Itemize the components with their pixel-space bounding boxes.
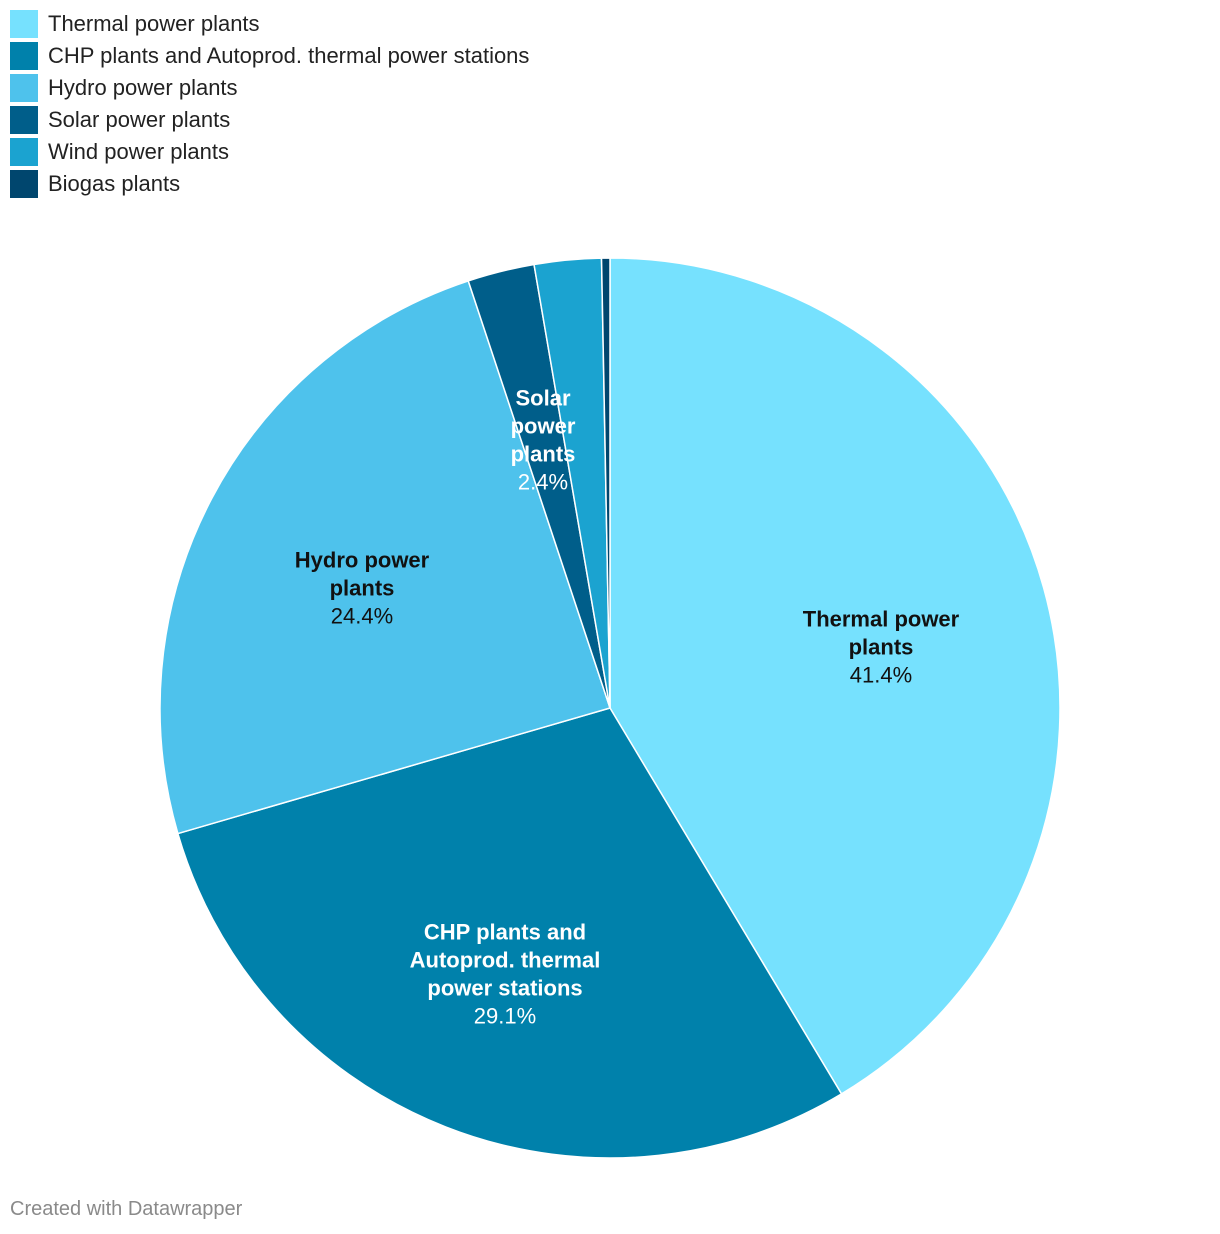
slice-name-label: plants bbox=[330, 576, 395, 601]
legend: Thermal power plants CHP plants and Auto… bbox=[10, 8, 529, 200]
pie-slice-2 bbox=[177, 707, 843, 1159]
pie-slices bbox=[159, 257, 1061, 1159]
legend-swatch bbox=[10, 106, 38, 134]
pie-slice-3 bbox=[159, 280, 611, 835]
legend-item-chp: CHP plants and Autoprod. thermal power s… bbox=[10, 40, 529, 72]
slice-label-1: Thermal power plants 41.4% bbox=[803, 607, 960, 688]
slice-label-2: CHP plants and Autoprod. thermal power sta… bbox=[410, 920, 601, 1029]
slice-name-label: plants bbox=[849, 635, 914, 660]
legend-item-wind: Wind power plants bbox=[10, 136, 529, 168]
slice-name-label: power stations bbox=[427, 976, 582, 1001]
slice-name-label: CHP plants and bbox=[424, 920, 586, 945]
legend-label: Thermal power plants bbox=[48, 11, 260, 36]
pie-labels: Thermal power plants 41.4% CHP plants and Au… bbox=[295, 386, 960, 1029]
legend-label: Solar power plants bbox=[48, 107, 231, 132]
legend-label: Hydro power plants bbox=[48, 75, 238, 100]
legend-label: Wind power plants bbox=[48, 139, 229, 164]
legend-item-thermal: Thermal power plants bbox=[10, 8, 529, 40]
slice-label-4: Solar power plants 2.4% bbox=[511, 386, 576, 495]
slice-name-label: power bbox=[511, 414, 576, 439]
pie-slice-6 bbox=[600, 257, 611, 709]
pie-slice-1 bbox=[609, 257, 1061, 1095]
legend-item-biogas: Biogas plants bbox=[10, 168, 529, 200]
legend-label: Biogas plants bbox=[48, 171, 181, 196]
legend-swatch bbox=[10, 138, 38, 166]
legend-item-hydro: Hydro power plants bbox=[10, 72, 529, 104]
legend-swatch bbox=[10, 74, 38, 102]
slice-label-3: Hydro power plants 24.4% bbox=[295, 548, 430, 629]
slice-name-label: Thermal power bbox=[803, 607, 960, 632]
legend-swatch bbox=[10, 42, 38, 70]
slice-value-label: 2.4% bbox=[518, 470, 568, 495]
slice-value-label: 29.1% bbox=[474, 1004, 536, 1029]
slice-value-label: 41.4% bbox=[850, 663, 912, 688]
slice-value-label: 24.4% bbox=[331, 604, 393, 629]
slice-name-label: Autoprod. thermal bbox=[410, 948, 601, 973]
legend-label: CHP plants and Autoprod. thermal power s… bbox=[48, 43, 530, 68]
legend-swatch bbox=[10, 170, 38, 198]
slice-name-label: Solar bbox=[515, 386, 570, 411]
credit-text: Created with Datawrapper bbox=[10, 1198, 243, 1220]
legend-swatch bbox=[10, 10, 38, 38]
slice-name-label: Hydro power bbox=[295, 548, 430, 573]
slice-name-label: plants bbox=[511, 442, 576, 467]
legend-item-solar: Solar power plants bbox=[10, 104, 529, 136]
